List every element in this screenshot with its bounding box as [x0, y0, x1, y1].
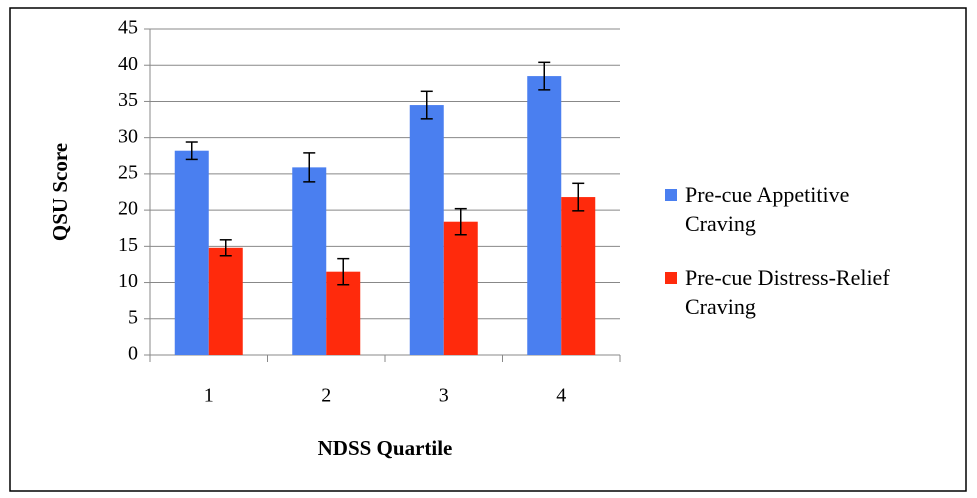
- error-bar: [538, 61, 551, 91]
- x-tick-label: 2: [321, 385, 331, 407]
- error-bar: [219, 239, 232, 257]
- error-bar: [420, 90, 433, 120]
- bar: [443, 221, 478, 355]
- bar: [326, 271, 361, 355]
- error-bar: [572, 182, 585, 212]
- x-tick-label: 1: [204, 385, 214, 407]
- y-tick-label: 40: [118, 53, 138, 75]
- legend-label: Pre-cue Appetitive Craving: [685, 182, 850, 236]
- bar: [174, 150, 209, 355]
- y-tick-label: 35: [118, 89, 138, 111]
- error-bar: [303, 152, 316, 183]
- x-tick-label: 4: [556, 385, 566, 407]
- y-tick-label: 0: [128, 343, 138, 365]
- y-tick-label: 10: [118, 270, 138, 292]
- bar: [292, 167, 327, 355]
- bar: [561, 197, 596, 355]
- y-tick-label: 30: [118, 125, 138, 147]
- bar: [208, 247, 243, 355]
- x-axis-title: NDSS Quartile: [318, 436, 453, 460]
- legend-item: Pre-cue Distress-Relief Craving: [665, 263, 925, 321]
- legend-swatch: [665, 272, 677, 284]
- legend-item: Pre-cue Appetitive Craving: [665, 180, 925, 238]
- y-tick-label: 15: [118, 234, 138, 256]
- y-tick-label: 45: [118, 17, 138, 39]
- error-bar: [185, 141, 198, 161]
- x-tick-label: 3: [439, 385, 449, 407]
- legend-label: Pre-cue Distress-Relief Craving: [685, 265, 890, 319]
- bar: [527, 76, 562, 355]
- legend-swatch: [665, 189, 677, 201]
- error-bar: [337, 257, 350, 286]
- bar: [409, 105, 444, 355]
- y-tick-label: 5: [128, 306, 138, 328]
- y-axis-title: QSU Score: [48, 143, 72, 241]
- y-tick-label: 25: [118, 161, 138, 183]
- frame: [9, 7, 967, 492]
- error-bar: [454, 207, 467, 236]
- y-tick-label: 20: [118, 198, 138, 220]
